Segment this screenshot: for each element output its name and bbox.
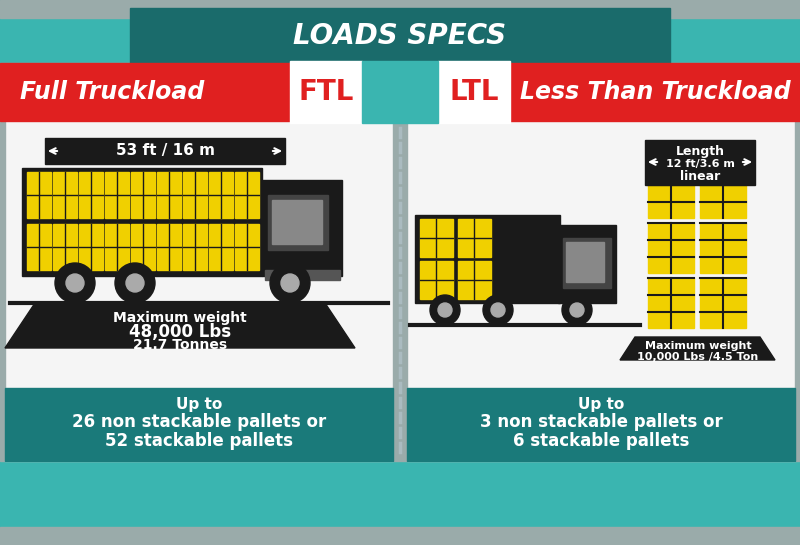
Bar [5,121,393,461]
Bar [157,172,181,218]
Bar [393,121,407,461]
Bar [131,224,155,270]
Bar [0,461,800,545]
Bar [209,224,233,270]
Text: 21.7 Tonnes: 21.7 Tonnes [133,338,227,352]
Text: Maximum weight: Maximum weight [113,311,247,325]
Bar [272,200,322,244]
Circle shape [483,295,513,325]
Text: linear: linear [680,169,720,183]
Bar [27,172,51,218]
Bar [458,219,491,257]
Bar [79,172,103,218]
Text: 48,000 Lbs: 48,000 Lbs [129,323,231,341]
Bar [420,261,453,299]
Circle shape [562,295,592,325]
Bar [45,138,285,164]
Text: FTL: FTL [298,78,354,106]
Bar [0,63,358,121]
Bar [265,270,340,280]
Circle shape [270,263,310,303]
Bar [235,224,259,270]
Text: 3 non stackable pallets or: 3 non stackable pallets or [480,413,722,431]
Bar [27,224,51,270]
Bar [420,219,453,257]
Bar [235,172,259,218]
Circle shape [430,295,460,325]
Bar [268,195,328,250]
Bar [415,215,560,303]
Circle shape [438,303,452,317]
Text: 52 stackable pallets: 52 stackable pallets [105,432,293,450]
Bar [442,63,800,121]
Text: Maximum weight: Maximum weight [645,341,751,351]
Circle shape [66,274,84,292]
Bar [645,140,755,185]
Bar [183,172,207,218]
Bar [0,0,800,18]
Bar [648,168,694,218]
Text: LTL: LTL [450,78,498,106]
Bar [700,168,746,218]
Bar [648,278,694,328]
Text: Less Than Truckload: Less Than Truckload [520,80,790,104]
Bar [0,527,800,545]
Text: Up to: Up to [578,397,624,411]
Circle shape [281,274,299,292]
Text: Up to: Up to [176,397,222,411]
Bar [183,224,207,270]
Polygon shape [5,303,355,348]
Bar [558,225,616,303]
Text: Length: Length [675,146,725,159]
Bar [79,224,103,270]
Bar [458,261,491,299]
Text: Full Truckload: Full Truckload [20,80,204,104]
Text: 10,000 Lbs /4.5 Ton: 10,000 Lbs /4.5 Ton [638,352,758,362]
Bar [105,224,129,270]
Bar [563,238,611,288]
Bar [700,278,746,328]
Text: LOADS SPECS: LOADS SPECS [294,22,506,50]
Bar [130,8,670,63]
Bar [22,168,262,276]
Bar [157,224,181,270]
Bar [290,61,362,123]
Circle shape [570,303,584,317]
Bar [407,121,795,461]
Bar [105,172,129,218]
Bar [438,61,510,123]
Bar [209,172,233,218]
Circle shape [115,263,155,303]
Bar [362,61,438,123]
Circle shape [491,303,505,317]
Bar [5,388,393,461]
Bar [648,223,694,273]
Text: 6 stackable pallets: 6 stackable pallets [513,432,689,450]
Bar [262,180,342,276]
Bar [131,172,155,218]
Bar [700,223,746,273]
Bar [407,388,795,461]
Circle shape [55,263,95,303]
Bar [0,121,5,461]
Polygon shape [620,337,775,360]
Bar [566,242,604,282]
Bar [53,224,77,270]
Bar [53,172,77,218]
Circle shape [126,274,144,292]
Bar [795,121,800,461]
Bar [0,63,800,81]
Text: 12 ft/3.6 m: 12 ft/3.6 m [666,159,734,169]
Text: 26 non stackable pallets or: 26 non stackable pallets or [72,413,326,431]
Text: 53 ft / 16 m: 53 ft / 16 m [115,143,214,159]
